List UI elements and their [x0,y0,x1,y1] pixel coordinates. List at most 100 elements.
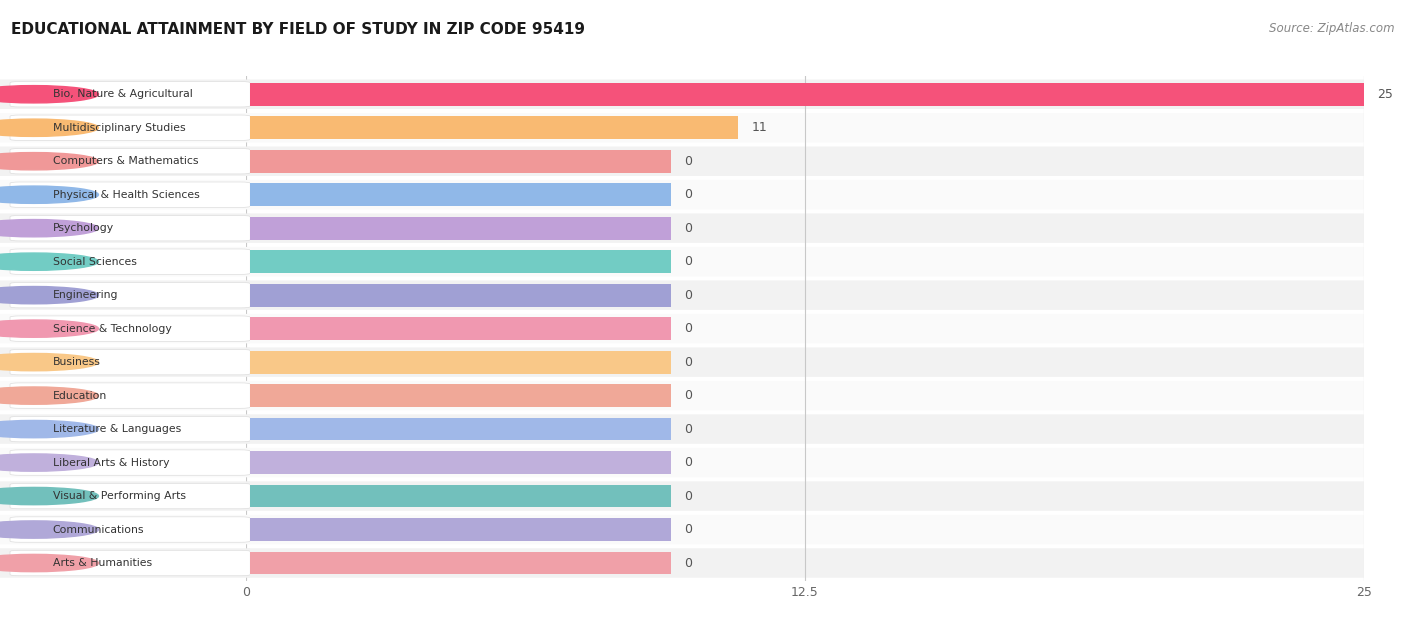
Circle shape [0,119,98,137]
Bar [246,518,671,541]
FancyBboxPatch shape [10,115,250,140]
Text: 25: 25 [1378,88,1393,100]
Circle shape [0,487,98,505]
Text: Visual & Performing Arts: Visual & Performing Arts [52,491,186,501]
Circle shape [0,152,98,170]
FancyBboxPatch shape [246,415,1364,444]
Circle shape [0,286,98,304]
FancyBboxPatch shape [246,113,1364,142]
Text: Literature & Languages: Literature & Languages [52,424,181,434]
Text: Communications: Communications [52,525,143,535]
Bar [246,552,671,574]
Bar [246,451,671,474]
Text: Arts & Humanities: Arts & Humanities [52,558,152,568]
FancyBboxPatch shape [10,283,250,308]
Text: 0: 0 [685,255,692,268]
FancyBboxPatch shape [246,381,1364,410]
Text: 0: 0 [685,523,692,536]
Text: Social Sciences: Social Sciences [52,257,136,267]
Text: 0: 0 [685,155,692,167]
Bar [246,418,671,441]
Bar [246,317,671,340]
FancyBboxPatch shape [0,549,250,578]
FancyBboxPatch shape [10,550,250,576]
FancyBboxPatch shape [246,180,1364,209]
Text: 0: 0 [685,557,692,569]
Text: EDUCATIONAL ATTAINMENT BY FIELD OF STUDY IN ZIP CODE 95419: EDUCATIONAL ATTAINMENT BY FIELD OF STUDY… [11,22,585,37]
Text: Business: Business [52,357,100,367]
Text: Engineering: Engineering [52,290,118,300]
Text: 11: 11 [751,121,768,134]
FancyBboxPatch shape [246,80,1364,109]
FancyBboxPatch shape [10,383,250,408]
Text: 0: 0 [685,389,692,402]
FancyBboxPatch shape [0,515,250,544]
Text: 0: 0 [685,356,692,368]
FancyBboxPatch shape [10,316,250,341]
FancyBboxPatch shape [0,348,250,377]
FancyBboxPatch shape [0,415,250,444]
FancyBboxPatch shape [10,216,250,241]
Bar [246,284,671,307]
Circle shape [0,454,98,471]
Bar [246,150,671,173]
Bar [246,485,671,507]
Circle shape [0,554,98,572]
Text: Psychology: Psychology [52,223,114,233]
Circle shape [0,253,98,270]
Circle shape [0,353,98,371]
FancyBboxPatch shape [246,482,1364,511]
Text: 0: 0 [685,490,692,502]
FancyBboxPatch shape [246,247,1364,276]
Bar [246,83,1364,106]
FancyBboxPatch shape [0,180,250,209]
FancyBboxPatch shape [0,147,250,176]
Text: 0: 0 [685,289,692,301]
Bar [246,351,671,374]
Text: Liberal Arts & History: Liberal Arts & History [52,458,169,468]
FancyBboxPatch shape [0,80,250,109]
Bar [246,183,671,206]
Text: 0: 0 [685,222,692,234]
FancyBboxPatch shape [10,349,250,375]
FancyBboxPatch shape [10,149,250,174]
Circle shape [0,387,98,404]
Bar [246,116,738,139]
Bar [246,217,671,240]
FancyBboxPatch shape [246,549,1364,578]
Text: Education: Education [52,391,107,401]
Text: 0: 0 [685,188,692,201]
FancyBboxPatch shape [0,482,250,511]
FancyBboxPatch shape [10,517,250,542]
FancyBboxPatch shape [10,450,250,475]
FancyBboxPatch shape [0,214,250,243]
FancyBboxPatch shape [246,348,1364,377]
Circle shape [0,320,98,337]
FancyBboxPatch shape [10,483,250,509]
FancyBboxPatch shape [10,182,250,207]
Circle shape [0,420,98,438]
Text: Multidisciplinary Studies: Multidisciplinary Studies [52,123,186,133]
Bar [246,250,671,273]
FancyBboxPatch shape [0,113,250,142]
FancyBboxPatch shape [10,249,250,274]
FancyBboxPatch shape [0,381,250,410]
Circle shape [0,219,98,237]
FancyBboxPatch shape [246,214,1364,243]
FancyBboxPatch shape [0,448,250,477]
Circle shape [0,521,98,538]
Text: 0: 0 [685,456,692,469]
FancyBboxPatch shape [246,448,1364,477]
FancyBboxPatch shape [246,515,1364,544]
Circle shape [0,186,98,204]
Bar [246,384,671,407]
FancyBboxPatch shape [0,314,250,343]
Text: Source: ZipAtlas.com: Source: ZipAtlas.com [1270,22,1395,35]
FancyBboxPatch shape [246,147,1364,176]
Text: Bio, Nature & Agricultural: Bio, Nature & Agricultural [52,89,193,99]
Text: Computers & Mathematics: Computers & Mathematics [52,156,198,166]
FancyBboxPatch shape [10,416,250,442]
Text: Physical & Health Sciences: Physical & Health Sciences [52,190,200,200]
Text: 0: 0 [685,423,692,435]
FancyBboxPatch shape [0,247,250,276]
